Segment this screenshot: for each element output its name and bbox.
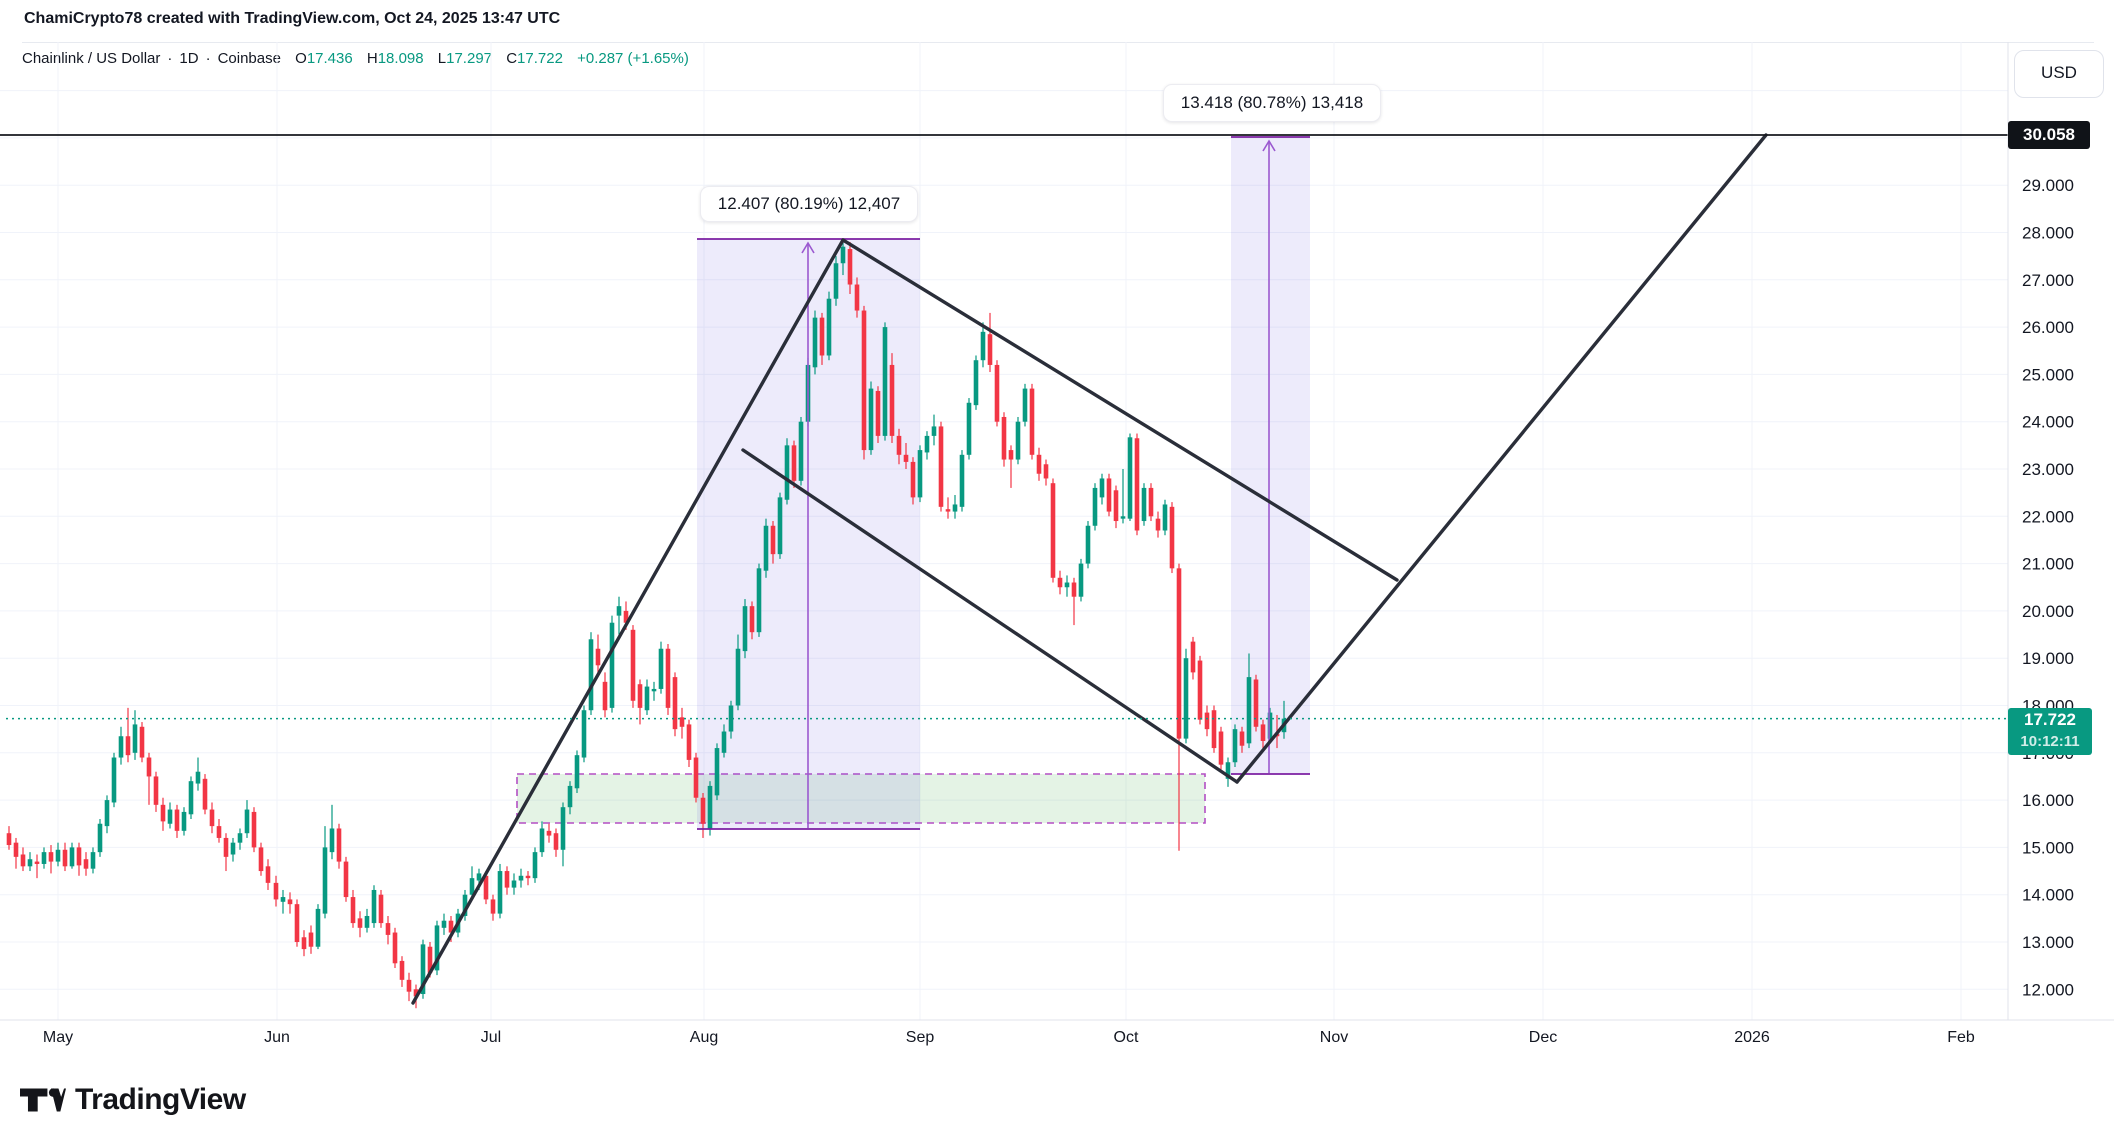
svg-text:Nov: Nov xyxy=(1320,1029,1348,1046)
fib-projection-label-2[interactable]: 13.418 (80.78%) 13,418 xyxy=(1163,84,1381,122)
svg-text:20.000: 20.000 xyxy=(2022,602,2074,621)
level-price-badge: 30.058 xyxy=(2008,121,2090,149)
svg-text:29.000: 29.000 xyxy=(2022,176,2074,195)
high-value: 18.098 xyxy=(377,50,424,67)
low-key: L xyxy=(437,50,447,67)
svg-text:Oct: Oct xyxy=(1114,1029,1139,1046)
exchange-label: Coinbase xyxy=(217,50,281,67)
price-axis-labels[interactable]: 12.00013.00014.00015.00016.00017.00018.0… xyxy=(2022,82,2074,1000)
svg-text:Aug: Aug xyxy=(690,1029,718,1046)
svg-text:Feb: Feb xyxy=(1947,1029,1975,1046)
svg-text:12.000: 12.000 xyxy=(2022,980,2074,999)
currency-toggle-button[interactable]: USD xyxy=(2014,50,2104,98)
svg-text:2026: 2026 xyxy=(1734,1029,1770,1046)
open-key: O xyxy=(295,50,307,67)
current-price-value: 17.722 xyxy=(2024,710,2076,729)
current-price-badge: 17.722 10:12:11 xyxy=(2008,708,2092,755)
svg-text:24.000: 24.000 xyxy=(2022,413,2074,432)
axis-separators xyxy=(0,42,2114,1021)
card-top-border xyxy=(22,42,2094,43)
interval-label[interactable]: 1D xyxy=(179,50,199,67)
gridlines xyxy=(0,42,2008,1020)
fib-band-borders-and-arrows xyxy=(697,136,1310,830)
trend-lines[interactable] xyxy=(411,133,1768,1005)
support-zone[interactable] xyxy=(516,773,1206,824)
svg-text:26.000: 26.000 xyxy=(2022,318,2074,337)
svg-text:13.000: 13.000 xyxy=(2022,933,2074,952)
svg-text:28.000: 28.000 xyxy=(2022,224,2074,243)
svg-text:27.000: 27.000 xyxy=(2022,271,2074,290)
svg-text:Jul: Jul xyxy=(481,1029,501,1046)
tradingview-logo[interactable]: TradingView xyxy=(20,1083,246,1116)
attribution-text: ChamiCrypto78 created with TradingView.c… xyxy=(24,10,561,27)
svg-text:Jun: Jun xyxy=(264,1029,290,1046)
close-value: 17.722 xyxy=(517,50,563,67)
legend-separator: · xyxy=(205,50,211,67)
svg-text:Sep: Sep xyxy=(906,1029,935,1046)
svg-text:16.000: 16.000 xyxy=(2022,791,2074,810)
symbol-legend: Chainlink / US Dollar · 1D · Coinbase O17.43… xyxy=(22,48,689,70)
fib-projection-label-1[interactable]: 12.407 (80.19%) 12,407 xyxy=(700,186,918,222)
legend-separator: · xyxy=(167,50,173,67)
svg-text:23.000: 23.000 xyxy=(2022,460,2074,479)
svg-text:21.000: 21.000 xyxy=(2022,555,2074,574)
symbol-title[interactable]: Chainlink / US Dollar xyxy=(22,50,161,67)
svg-text:May: May xyxy=(43,1029,73,1046)
open-value: 17.436 xyxy=(306,50,353,67)
high-key: H xyxy=(366,50,378,67)
svg-text:Dec: Dec xyxy=(1529,1029,1557,1046)
candlesticks xyxy=(6,239,1287,1009)
svg-text:19.000: 19.000 xyxy=(2022,649,2074,668)
change-value: +0.287 (+1.65%) xyxy=(577,50,689,67)
svg-text:15.000: 15.000 xyxy=(2022,838,2074,857)
logo-text: TradingView xyxy=(75,1083,246,1116)
close-key: C xyxy=(506,50,518,67)
tradingview-logo-icon xyxy=(20,1088,66,1112)
svg-text:22.000: 22.000 xyxy=(2022,507,2074,526)
countdown-timer: 10:12:11 xyxy=(2020,733,2080,750)
low-value: 17.297 xyxy=(446,50,493,67)
time-axis-labels[interactable]: May Jun Jul Aug Sep Oct Nov Dec 2026 Feb xyxy=(43,1029,1975,1046)
svg-text:14.000: 14.000 xyxy=(2022,886,2074,905)
svg-text:25.000: 25.000 xyxy=(2022,365,2074,384)
